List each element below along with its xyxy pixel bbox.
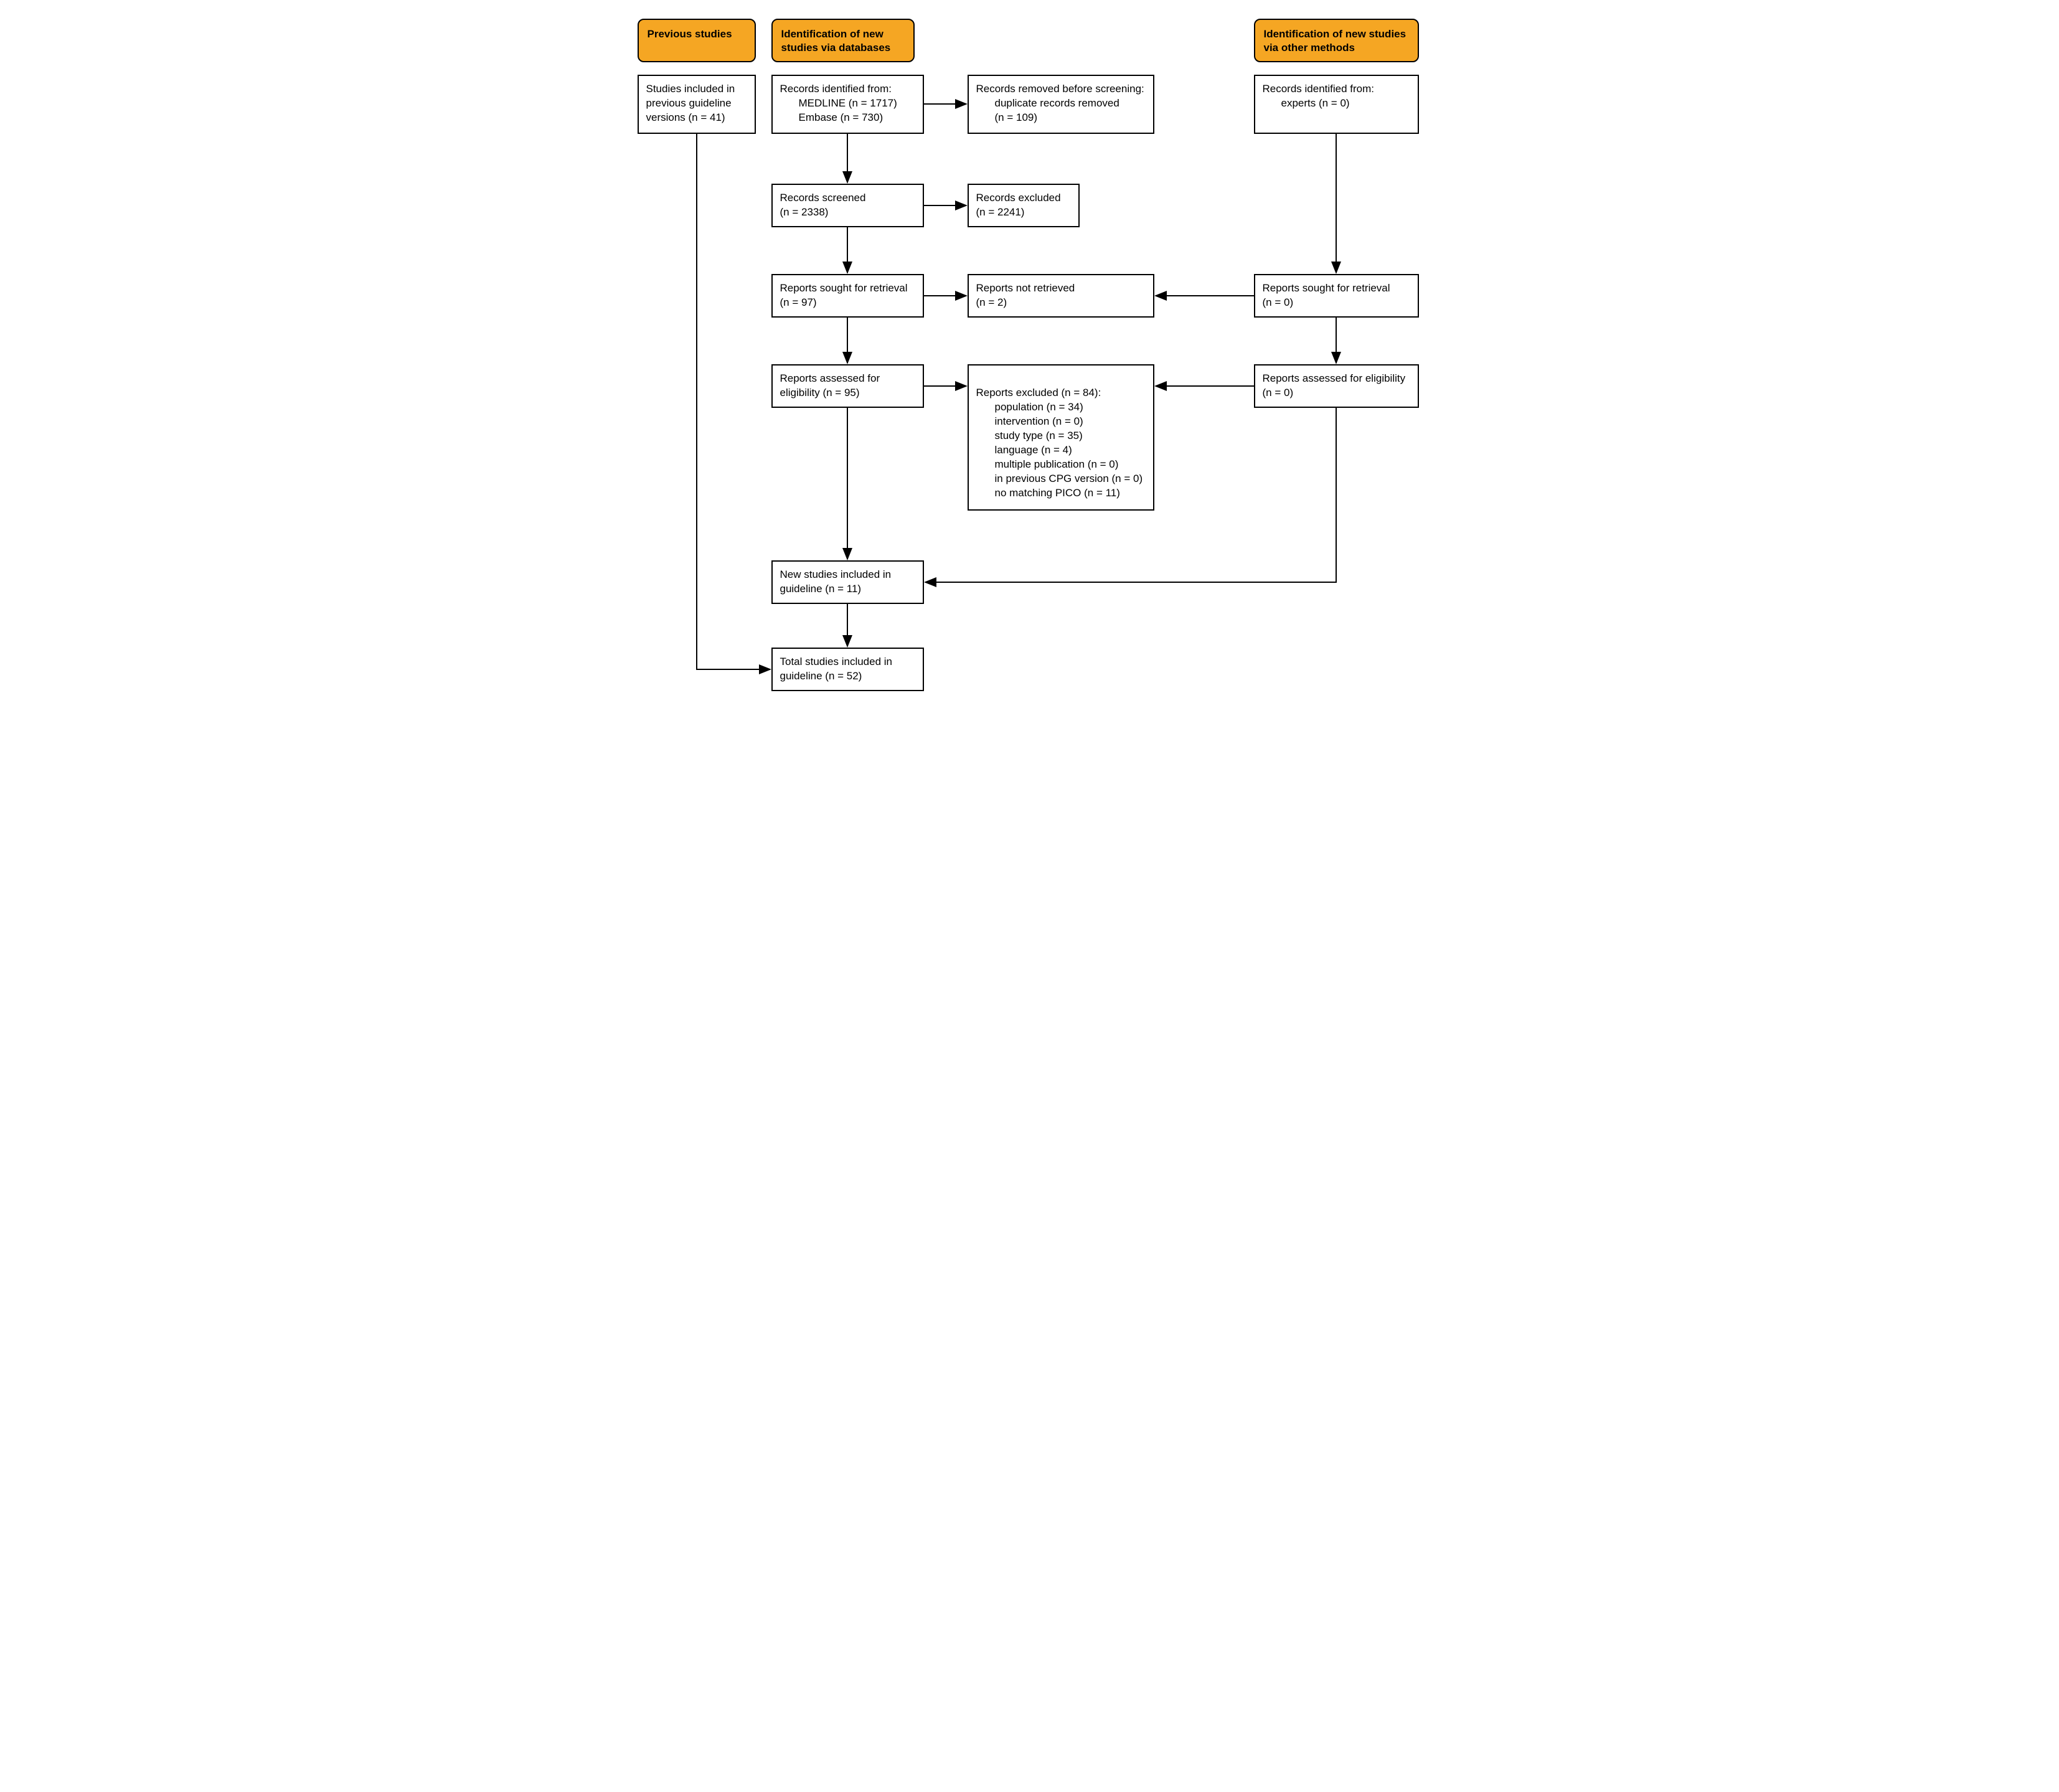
text-identified-db-intro: Records identified from: (780, 83, 892, 95)
text-identified-other-intro: Records identified from: (1263, 83, 1375, 95)
box-screened: Records screened (n = 2338) (771, 184, 924, 227)
text-identified-other-experts: experts (n = 0) (1263, 97, 1410, 111)
header-other: Identification of new studies via other … (1254, 19, 1419, 62)
box-sought-db: Reports sought for retrieval (n = 97) (771, 274, 924, 318)
text-exc-mult: multiple publication (n = 0) (976, 458, 1146, 472)
box-excluded-screen: Records excluded (n = 2241) (968, 184, 1080, 227)
box-sought-other: Reports sought for retrieval (n = 0) (1254, 274, 1419, 318)
box-total-included: Total studies included in guideline (n =… (771, 648, 924, 691)
box-assessed-db: Reports assessed for eligibility (n = 95… (771, 364, 924, 408)
box-previous-included: Studies included in previous guideline v… (638, 75, 756, 134)
text-removed-l2: duplicate records removed (976, 97, 1146, 111)
text-exc-lang: language (n = 4) (976, 443, 1146, 458)
text-exc-pop: population (n = 34) (976, 400, 1146, 415)
box-assessed-other: Reports assessed for eligibility (n = 0) (1254, 364, 1419, 408)
box-removed-duplicates: Records removed before screening: duplic… (968, 75, 1154, 134)
text-removed-l3: (n = 109) (976, 111, 1146, 125)
text-identified-db-medline: MEDLINE (n = 1717) (780, 97, 915, 111)
box-identified-other: Records identified from: experts (n = 0) (1254, 75, 1419, 134)
prisma-flowchart: Previous studies Identification of new s… (631, 12, 1428, 710)
header-databases: Identification of new studies via databa… (771, 19, 915, 62)
box-new-included: New studies included in guideline (n = 1… (771, 560, 924, 604)
box-identified-databases: Records identified from: MEDLINE (n = 17… (771, 75, 924, 134)
text-removed-l1: Records removed before screening: (976, 83, 1144, 95)
box-excluded-reports: Reports excluded (n = 84): population (n… (968, 364, 1154, 511)
text-identified-db-embase: Embase (n = 730) (780, 111, 915, 125)
text-excluded-reports-head: Reports excluded (n = 84): (976, 387, 1101, 398)
text-exc-cpg: in previous CPG version (n = 0) (976, 472, 1146, 486)
header-previous: Previous studies (638, 19, 756, 62)
text-exc-pico: no matching PICO (n = 11) (976, 486, 1146, 501)
text-exc-int: intervention (n = 0) (976, 415, 1146, 429)
box-not-retrieved: Reports not retrieved (n = 2) (968, 274, 1154, 318)
text-exc-type: study type (n = 35) (976, 429, 1146, 443)
